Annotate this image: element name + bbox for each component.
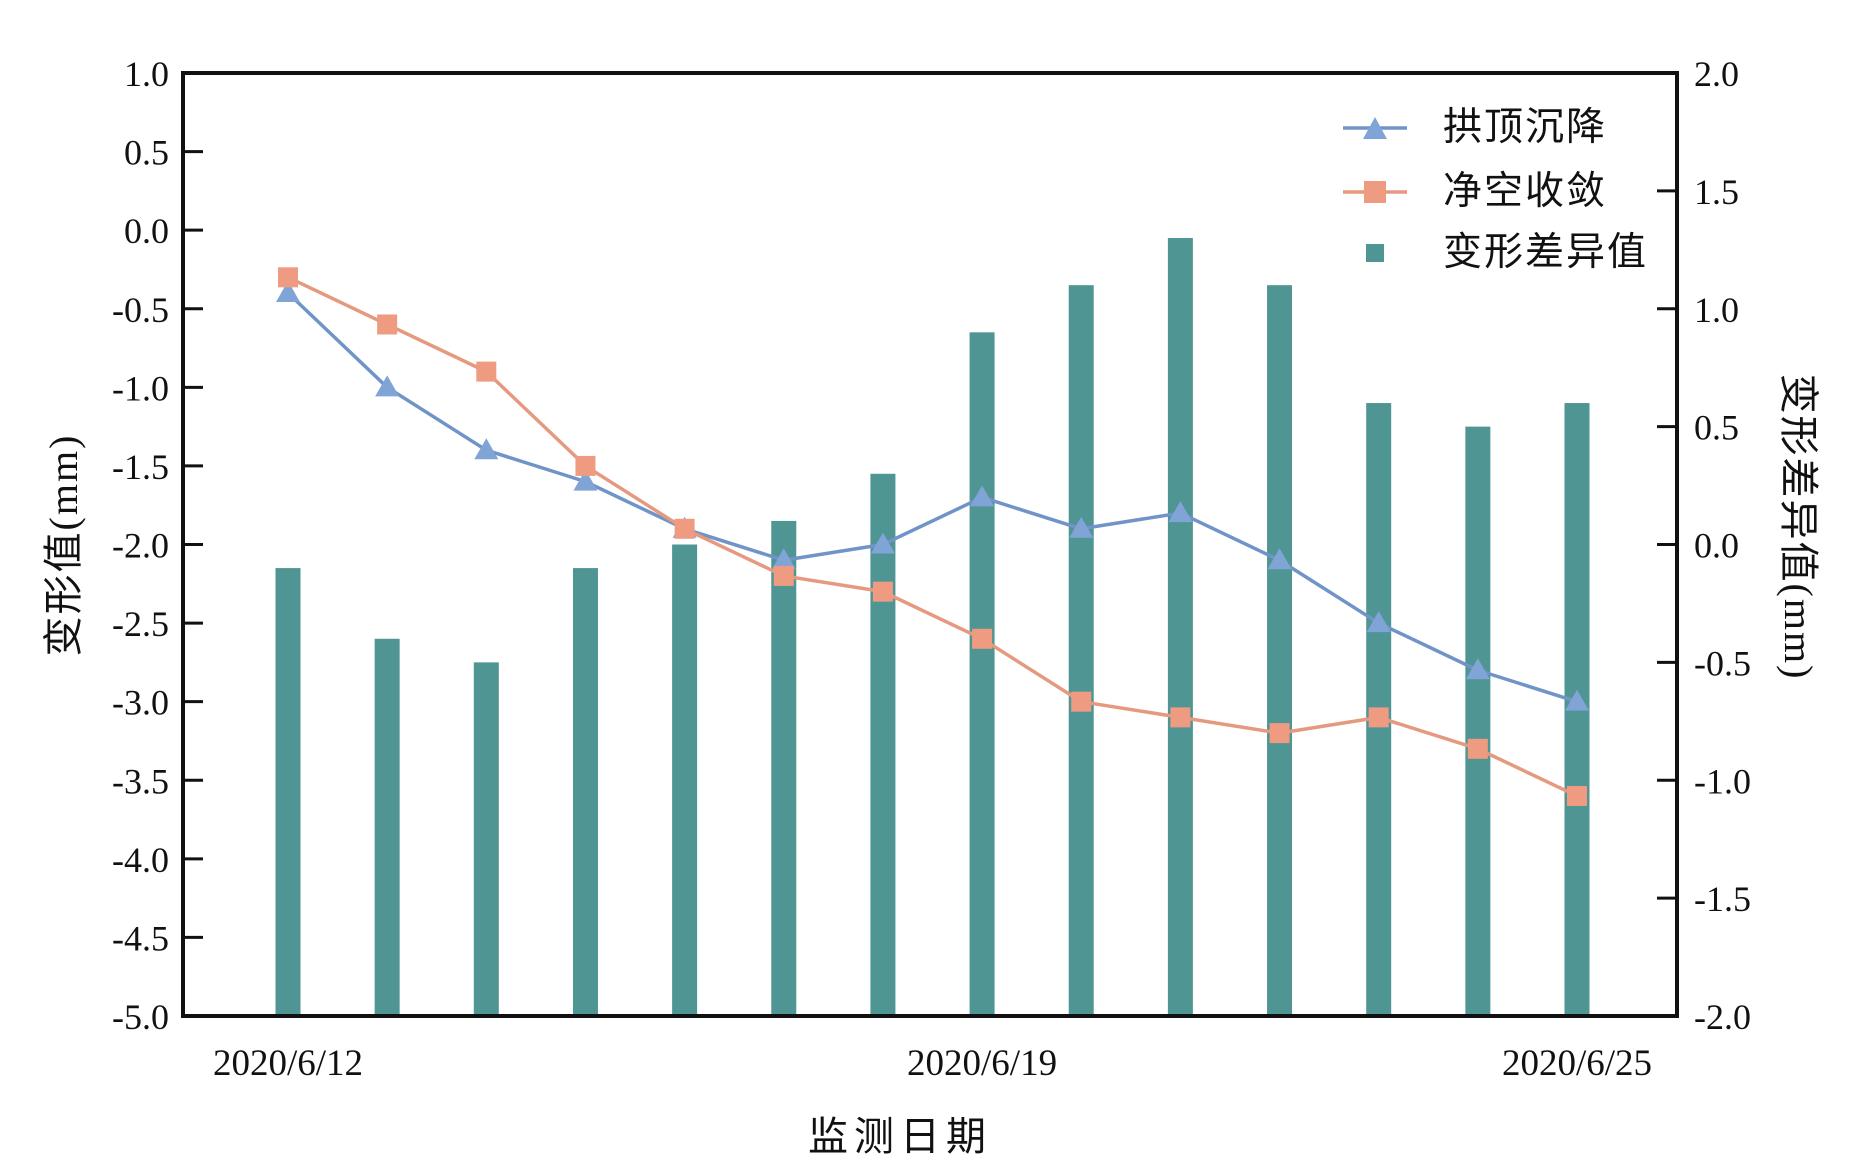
square-marker [1467,738,1488,759]
square-marker [476,361,497,382]
triangle-marker [870,532,895,554]
left-axis-tick-label: -3.0 [112,683,169,723]
series-line [286,291,1578,704]
square-marker [872,581,893,602]
square-marker [674,518,695,539]
square-marker [377,314,398,335]
left-axis-tick-label: -5.0 [112,997,169,1037]
bar [1267,285,1293,1016]
bar [572,568,598,1016]
triangle-marker [573,469,598,491]
bar [870,473,896,1016]
square-marker [972,628,993,649]
triangle-marker [375,375,400,397]
bar [771,520,797,1016]
right-axis-tick-label: -0.5 [1694,643,1751,683]
left-axis-title: 变形值(mm) [41,433,86,657]
right-axis-tick-label: 0.5 [1694,408,1739,448]
square-marker [1368,707,1389,728]
left-axis-tick-label: 0.5 [124,133,169,173]
left-axis-tick-label: -0.5 [112,290,169,330]
left-axis-tick-label: -4.5 [112,918,169,958]
bar [672,544,698,1016]
left-axis-tick-label: -1.5 [112,447,169,487]
right-axis-title: 变形差异值(mm) [1776,373,1821,681]
series-line [287,275,1578,798]
right-axis-tick-label: 1.5 [1694,172,1739,212]
x-axis-tick-label: 2020/6/19 [907,1043,1057,1084]
left-axis-tick-label: -2.5 [112,604,169,644]
x-axis-tick-label: 2020/6/12 [213,1043,363,1084]
left-axis-tick-label: 1.0 [124,54,169,94]
triangle-marker [970,485,995,507]
square-marker [773,565,794,586]
bar [969,332,995,1016]
right-axis-tick-label: 2.0 [1694,54,1739,94]
square-marker [1170,707,1191,728]
bar [1167,238,1193,1016]
triangle-marker [1565,689,1589,711]
square-marker [575,455,596,476]
triangle-marker [1465,658,1490,680]
right-axis-tick-label: -2.0 [1694,997,1751,1037]
left-axis-tick-label: 0.0 [124,211,169,251]
square-marker [1071,691,1092,712]
square-marker [1269,723,1290,744]
right-axis-tick-label: 0.0 [1694,526,1739,566]
triangle-marker [474,438,499,460]
left-axis-tick-label: -4.0 [112,840,169,880]
bar [473,662,499,1016]
x-axis-tick-label: 2020/6/25 [1502,1043,1652,1084]
triangle-marker [1168,501,1193,523]
bar [374,638,400,1016]
right-axis-tick-label: 1.0 [1694,290,1739,330]
triangle-marker [771,548,796,570]
square-marker [1567,785,1587,806]
right-axis-tick-label: -1.0 [1694,761,1751,801]
triangle-marker [1366,611,1391,633]
bar [1465,426,1491,1016]
axis-frame [181,71,1679,1018]
bar [275,568,301,1016]
left-axis-tick-label: -1.0 [112,368,169,408]
left-axis-tick-label: -3.5 [112,761,169,801]
bar [1068,285,1094,1016]
left-axis-tick-label: -2.0 [112,526,169,566]
triangle-marker [1267,548,1292,570]
x-axis-title: 监测日期 [808,1114,992,1159]
triangle-marker [276,281,300,303]
triangle-marker [1069,516,1094,538]
square-marker [278,267,298,288]
right-axis-tick-label: -1.5 [1694,879,1751,919]
